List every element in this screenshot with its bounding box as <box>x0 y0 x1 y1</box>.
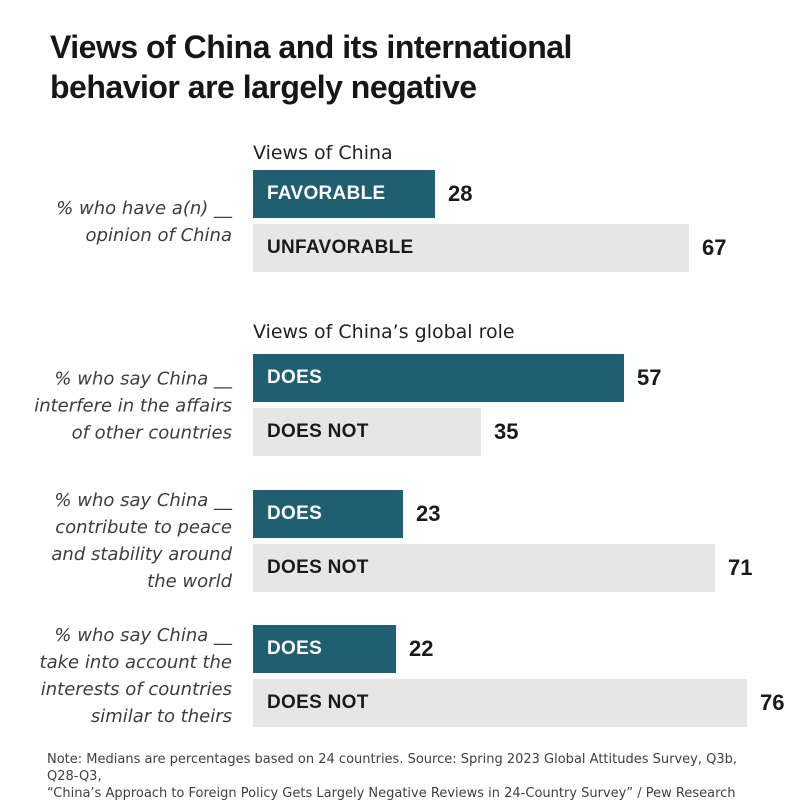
side-label-line: take into account the <box>39 652 232 673</box>
side-label-line: % who say China __ <box>54 490 232 511</box>
bar-favorable-group-1: FAVORABLE <box>253 170 435 218</box>
bar-label: DOES <box>267 638 323 659</box>
chart-title: Views of China and its international beh… <box>50 27 572 107</box>
bar-label: DOES NOT <box>267 421 369 442</box>
bar-value: 71 <box>728 555 753 580</box>
bar-label: FAVORABLE <box>267 183 386 204</box>
bar-label: DOES <box>267 367 323 388</box>
bar-value: 23 <box>416 501 441 526</box>
bar-does-group-3: DOES <box>253 490 403 538</box>
side-label-line: similar to theirs <box>90 706 232 727</box>
bar-value: 67 <box>702 235 727 260</box>
side-label-line: the world <box>147 571 232 592</box>
source-note-line-1: Note: Medians are percentages based on 2… <box>47 752 737 784</box>
bar-value: 22 <box>409 636 434 661</box>
bar-label: DOES NOT <box>267 692 369 713</box>
bar-label: DOES NOT <box>267 557 369 578</box>
side-label-line: % who say China __ <box>54 368 232 390</box>
side-label-group-3: % who say China __ contribute to peace and… <box>2 487 232 595</box>
chart-title-line-1: Views of China and its international <box>50 29 572 65</box>
side-label-line: contribute to peace <box>55 517 232 538</box>
bar-value: 28 <box>448 181 473 206</box>
side-label-group-1: % who have a(n) __opinion of China <box>2 195 232 249</box>
side-label-line: % who say China __ <box>54 625 232 646</box>
bar-does-not-group-2: DOES NOT <box>253 408 481 456</box>
side-label-group-2: % who say China __ interfere in the affai… <box>2 366 232 447</box>
bar-label: UNFAVORABLE <box>267 237 414 258</box>
source-note: Note: Medians are percentages based on 2… <box>47 751 767 800</box>
bar-does-not-group-4: DOES NOT <box>253 679 747 727</box>
bar-value: 57 <box>637 365 662 390</box>
chart-title-line-2: behavior are largely negative <box>50 69 477 105</box>
source-note-line-2: “China’s Approach to Foreign Policy Gets… <box>47 786 736 800</box>
bar-does-group-2: DOES <box>253 354 624 402</box>
bar-unfavorable-group-1: UNFAVORABLE <box>253 224 689 272</box>
bar-label: DOES <box>267 503 323 524</box>
group-header-views-of-china-s-global-role: Views of China’s global role <box>253 321 515 343</box>
bar-does-group-4: DOES <box>253 625 396 673</box>
side-label-line: interfere in the affairs <box>34 395 232 417</box>
group-header-views-of-china: Views of China <box>253 142 393 164</box>
bar-does-not-group-3: DOES NOT <box>253 544 715 592</box>
bar-value: 35 <box>494 419 519 444</box>
side-label-line: of other countries <box>71 422 232 444</box>
bar-value: 76 <box>760 690 785 715</box>
side-label-line: and stability around <box>51 544 232 565</box>
side-label-group-4: % who say China __take into account the i… <box>2 622 232 730</box>
side-label-line: % who have a(n) __ <box>56 198 232 219</box>
side-label-line: opinion of China <box>85 225 232 246</box>
side-label-line: interests of countries <box>40 679 232 700</box>
